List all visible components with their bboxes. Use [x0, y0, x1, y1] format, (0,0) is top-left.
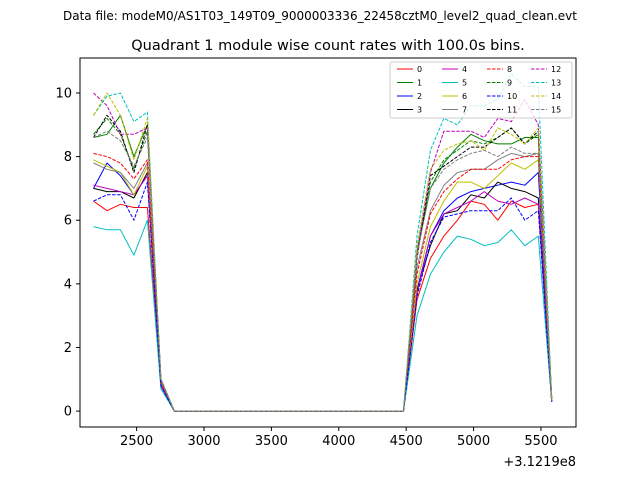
legend-label-5: 5 — [462, 79, 467, 88]
y-tick-label: 0 — [64, 405, 72, 420]
y-tick-label: 4 — [64, 277, 72, 292]
x-tick-label: 3500 — [255, 434, 288, 449]
legend-label-8: 8 — [507, 65, 512, 74]
legend-label-11: 11 — [507, 106, 517, 115]
legend-label-3: 3 — [417, 106, 422, 115]
plot-frame — [79, 57, 577, 428]
legend-label-12: 12 — [551, 65, 561, 74]
legend-label-0: 0 — [417, 65, 422, 74]
x-axis-offset-label: +3.1219e8 — [503, 455, 576, 470]
legend-label-15: 15 — [551, 106, 561, 115]
y-axis: 0 2 4 6 8 10 — [55, 86, 80, 420]
series-line-10 — [93, 181, 553, 412]
x-axis: 2500 3000 3500 4000 4500 5000 5500 — [120, 427, 558, 449]
series-layer — [93, 73, 553, 412]
y-tick-label: 10 — [55, 86, 72, 101]
y-tick-label: 2 — [64, 341, 72, 356]
legend-label-7: 7 — [462, 106, 467, 115]
x-tick-label: 3000 — [187, 434, 220, 449]
x-tick-label: 5500 — [524, 434, 557, 449]
legend-label-9: 9 — [507, 79, 512, 88]
y-tick-label: 6 — [64, 214, 72, 229]
legend-label-14: 14 — [551, 92, 561, 101]
legend-label-6: 6 — [462, 92, 467, 101]
legend-label-1: 1 — [417, 79, 422, 88]
legend-label-13: 13 — [551, 79, 561, 88]
chart-title: Quadrant 1 module wise count rates with … — [131, 38, 525, 54]
x-tick-label: 5000 — [457, 434, 490, 449]
figure-suptitle: Data file: modeM0/AS1T03_149T09_90000033… — [63, 9, 577, 23]
legend-label-2: 2 — [417, 92, 422, 101]
legend-frame — [389, 61, 573, 119]
y-tick-label: 8 — [64, 150, 72, 165]
legend-label-4: 4 — [462, 65, 467, 74]
x-tick-label: 2500 — [120, 434, 153, 449]
series-line-15 — [93, 130, 553, 412]
legend-label-10: 10 — [507, 92, 517, 101]
x-tick-label: 4500 — [390, 434, 423, 449]
x-tick-label: 4000 — [322, 434, 355, 449]
